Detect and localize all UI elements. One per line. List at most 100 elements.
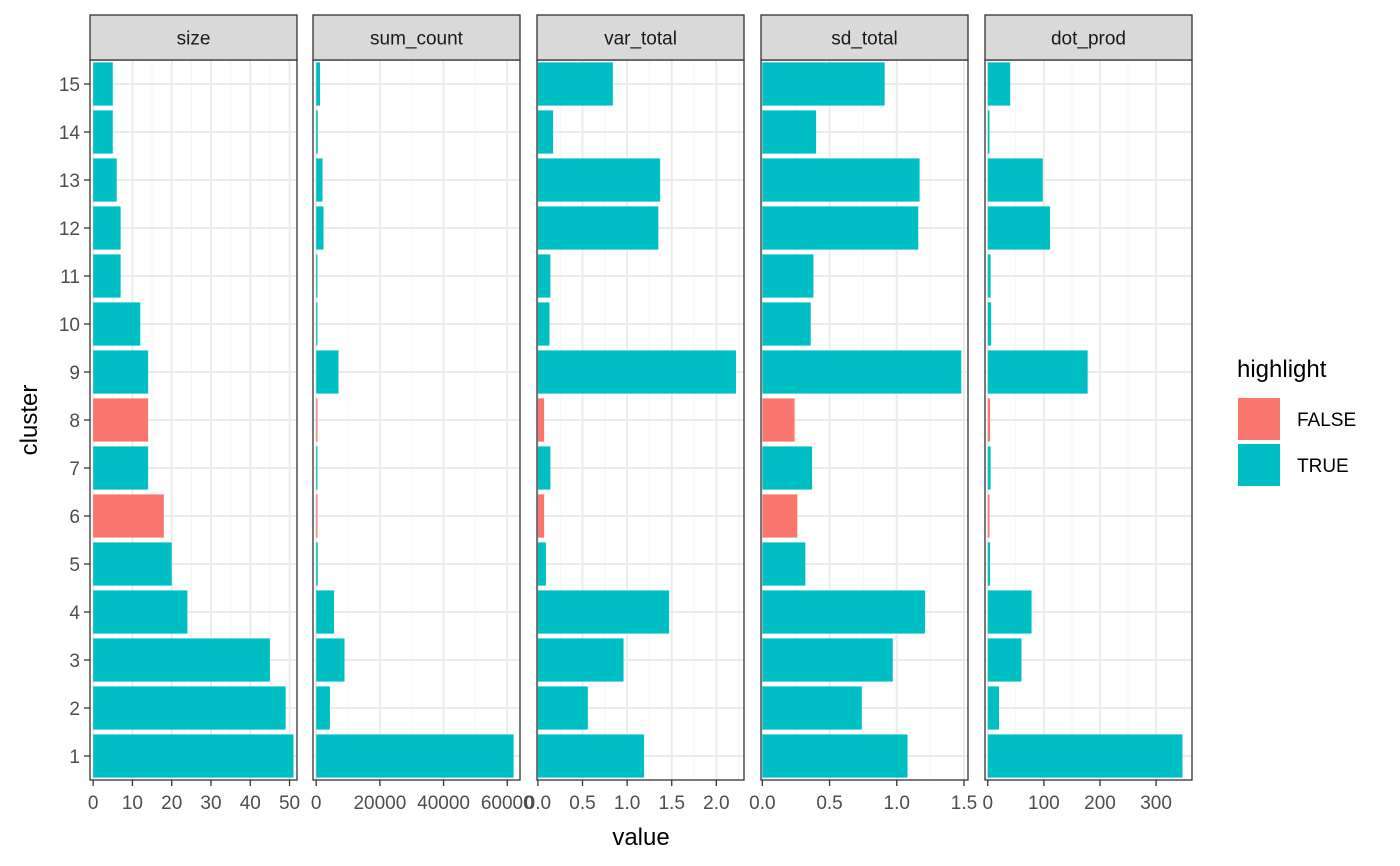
bar-dot-prod-cluster-4 (987, 590, 1032, 634)
bar-sum-count-cluster-1 (316, 734, 514, 778)
bar-sd-total-cluster-6 (762, 494, 798, 538)
y-axis-title: cluster (16, 385, 43, 456)
bar-dot-prod-cluster-2 (987, 686, 1000, 730)
bar-size-cluster-13 (93, 158, 117, 202)
bar-sd-total-cluster-2 (762, 686, 862, 730)
legend-title: highlight (1237, 356, 1327, 383)
panels-layer: size 0 10 20 30 40 50 sum_count 0 20000 40000 60000… (88, 14, 1193, 814)
facet-strip (984, 14, 1193, 61)
bar-sd-total-cluster-1 (762, 734, 908, 778)
bar-var-total-cluster-10 (537, 302, 550, 346)
bar-var-total-cluster-11 (537, 254, 551, 298)
y-tick-label: 15 (59, 75, 80, 96)
bar-var-total-cluster-12 (537, 206, 659, 250)
bar-sum-count-cluster-15 (316, 62, 321, 106)
panel-dot-prod: dot_prod 0 100 200 300 (983, 14, 1193, 814)
bar-sd-total-cluster-10 (762, 302, 811, 346)
y-tick-label: 4 (69, 603, 80, 624)
facet-strip-label: sum_count (370, 29, 464, 50)
facet-strip-label: size (177, 29, 211, 50)
y-tick-label: 11 (60, 267, 80, 288)
panel-sd-total: sd_total 0.0 0.5 1.0 1.5 (749, 14, 977, 814)
bar-sd-total-cluster-8 (762, 398, 795, 442)
y-tick-label: 3 (69, 651, 80, 672)
x-tick-label: 20 (161, 793, 182, 814)
bar-var-total-cluster-3 (537, 638, 624, 682)
x-tick-label: 1.0 (614, 793, 640, 814)
bar-dot-prod-cluster-3 (987, 638, 1022, 682)
bar-var-total-cluster-7 (537, 446, 551, 490)
panel-sum-count: sum_count 0 20000 40000 60000 (311, 14, 534, 814)
bar-var-total-cluster-8 (537, 398, 545, 442)
bar-size-cluster-2 (93, 686, 286, 730)
bar-size-cluster-4 (93, 590, 188, 634)
bar-size-cluster-14 (93, 110, 113, 154)
legend-key-false (1238, 398, 1280, 440)
x-tick-label: 300 (1140, 793, 1172, 814)
bar-size-cluster-3 (93, 638, 270, 682)
bar-sd-total-cluster-11 (762, 254, 814, 298)
bar-dot-prod-cluster-11 (987, 254, 991, 298)
bar-dot-prod-cluster-7 (987, 446, 991, 490)
facet-strip (89, 14, 298, 61)
y-tick-label: 10 (59, 315, 80, 336)
bar-sum-count-cluster-11 (316, 254, 318, 298)
bar-sd-total-cluster-9 (762, 350, 962, 394)
y-tick-label: 8 (69, 411, 80, 432)
bar-sd-total-cluster-13 (762, 158, 920, 202)
x-tick-label: 60000 (481, 793, 534, 814)
bar-size-cluster-9 (93, 350, 149, 394)
x-tick-label: 30 (200, 793, 221, 814)
bar-size-cluster-12 (93, 206, 121, 250)
bar-dot-prod-cluster-15 (987, 62, 1011, 106)
y-tick-label: 2 (69, 699, 80, 720)
bar-dot-prod-cluster-8 (987, 398, 991, 442)
y-tick-label: 6 (69, 507, 80, 528)
bar-size-cluster-10 (93, 302, 141, 346)
y-tick-label: 1 (69, 747, 80, 768)
bar-size-cluster-8 (93, 398, 149, 442)
bar-sum-count-cluster-2 (316, 686, 330, 730)
bar-size-cluster-15 (93, 62, 113, 106)
facet-strip-label: var_total (604, 29, 677, 50)
panel-size: size 0 10 20 30 40 50 (88, 14, 300, 814)
x-tick-label: 0.5 (569, 793, 595, 814)
bar-dot-prod-cluster-14 (987, 110, 990, 154)
facet-strip-label: sd_total (831, 29, 898, 50)
bar-dot-prod-cluster-9 (987, 350, 1088, 394)
x-tick-label: 40 (240, 793, 261, 814)
facet-strip (760, 14, 969, 61)
bar-dot-prod-cluster-5 (987, 542, 991, 586)
bar-sd-total-cluster-7 (762, 446, 813, 490)
bar-var-total-cluster-4 (537, 590, 670, 634)
bar-sum-count-cluster-12 (316, 206, 324, 250)
bar-var-total-cluster-14 (537, 110, 554, 154)
legend: highlight FALSE TRUE (1237, 356, 1356, 486)
bar-sum-count-cluster-6 (316, 494, 318, 538)
bar-sd-total-cluster-12 (762, 206, 919, 250)
y-tick-label: 13 (59, 171, 80, 192)
bar-sum-count-cluster-13 (316, 158, 323, 202)
bar-dot-prod-cluster-1 (987, 734, 1183, 778)
bar-sum-count-cluster-9 (316, 350, 339, 394)
y-tick-label: 9 (69, 363, 80, 384)
x-tick-label: 200 (1084, 793, 1116, 814)
x-tick-label: 1.0 (884, 793, 910, 814)
bar-var-total-cluster-13 (537, 158, 661, 202)
x-tick-label: 2.0 (703, 793, 729, 814)
facet-strip (312, 14, 521, 61)
x-tick-label: 0 (983, 793, 994, 814)
bar-sum-count-cluster-4 (316, 590, 335, 634)
bar-var-total-cluster-9 (537, 350, 736, 394)
legend-label-true: TRUE (1297, 456, 1349, 477)
bar-sd-total-cluster-14 (762, 110, 817, 154)
y-tick-label: 7 (69, 459, 80, 480)
x-tick-label: 20000 (353, 793, 406, 814)
bar-sd-total-cluster-15 (762, 62, 885, 106)
y-tick-label: 14 (59, 123, 81, 144)
x-tick-label: 0.5 (816, 793, 842, 814)
bar-size-cluster-11 (93, 254, 121, 298)
y-tick-label: 12 (59, 219, 80, 240)
